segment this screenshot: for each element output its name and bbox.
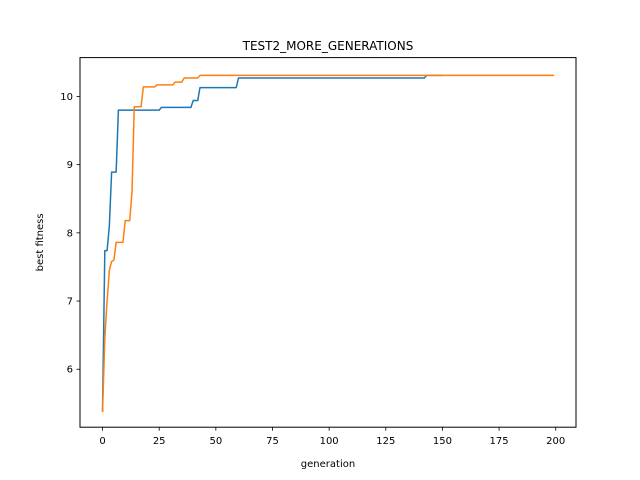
x-tick-label: 100	[320, 436, 339, 447]
x-tick-label: 200	[546, 436, 565, 447]
x-tick-label: 175	[490, 436, 509, 447]
y-tick-label: 7	[67, 297, 73, 308]
series-line-2	[101, 74, 555, 413]
x-tick-label: 25	[153, 436, 166, 447]
x-tick-label: 0	[99, 436, 105, 447]
chart-title: TEST2_MORE_GENERATIONS	[242, 39, 414, 53]
x-axis: 0 25 50 75 100 125 150 175 200	[99, 427, 565, 447]
x-tick-label: 50	[209, 436, 222, 447]
y-tick-label: 6	[67, 365, 73, 376]
series-line-1	[101, 74, 444, 411]
y-axis-label: best fitness	[35, 213, 46, 271]
x-tick-label: 150	[433, 436, 452, 447]
y-axis: 6 7 8 9 10	[60, 92, 80, 376]
plot-area	[101, 74, 555, 413]
x-axis-label: generation	[301, 459, 355, 470]
y-tick-label: 10	[60, 92, 73, 103]
axes-frame	[79, 57, 577, 428]
x-tick-label: 75	[266, 436, 279, 447]
y-tick-label: 9	[67, 160, 73, 171]
x-tick-label: 125	[376, 436, 395, 447]
y-tick-label: 8	[67, 228, 73, 239]
